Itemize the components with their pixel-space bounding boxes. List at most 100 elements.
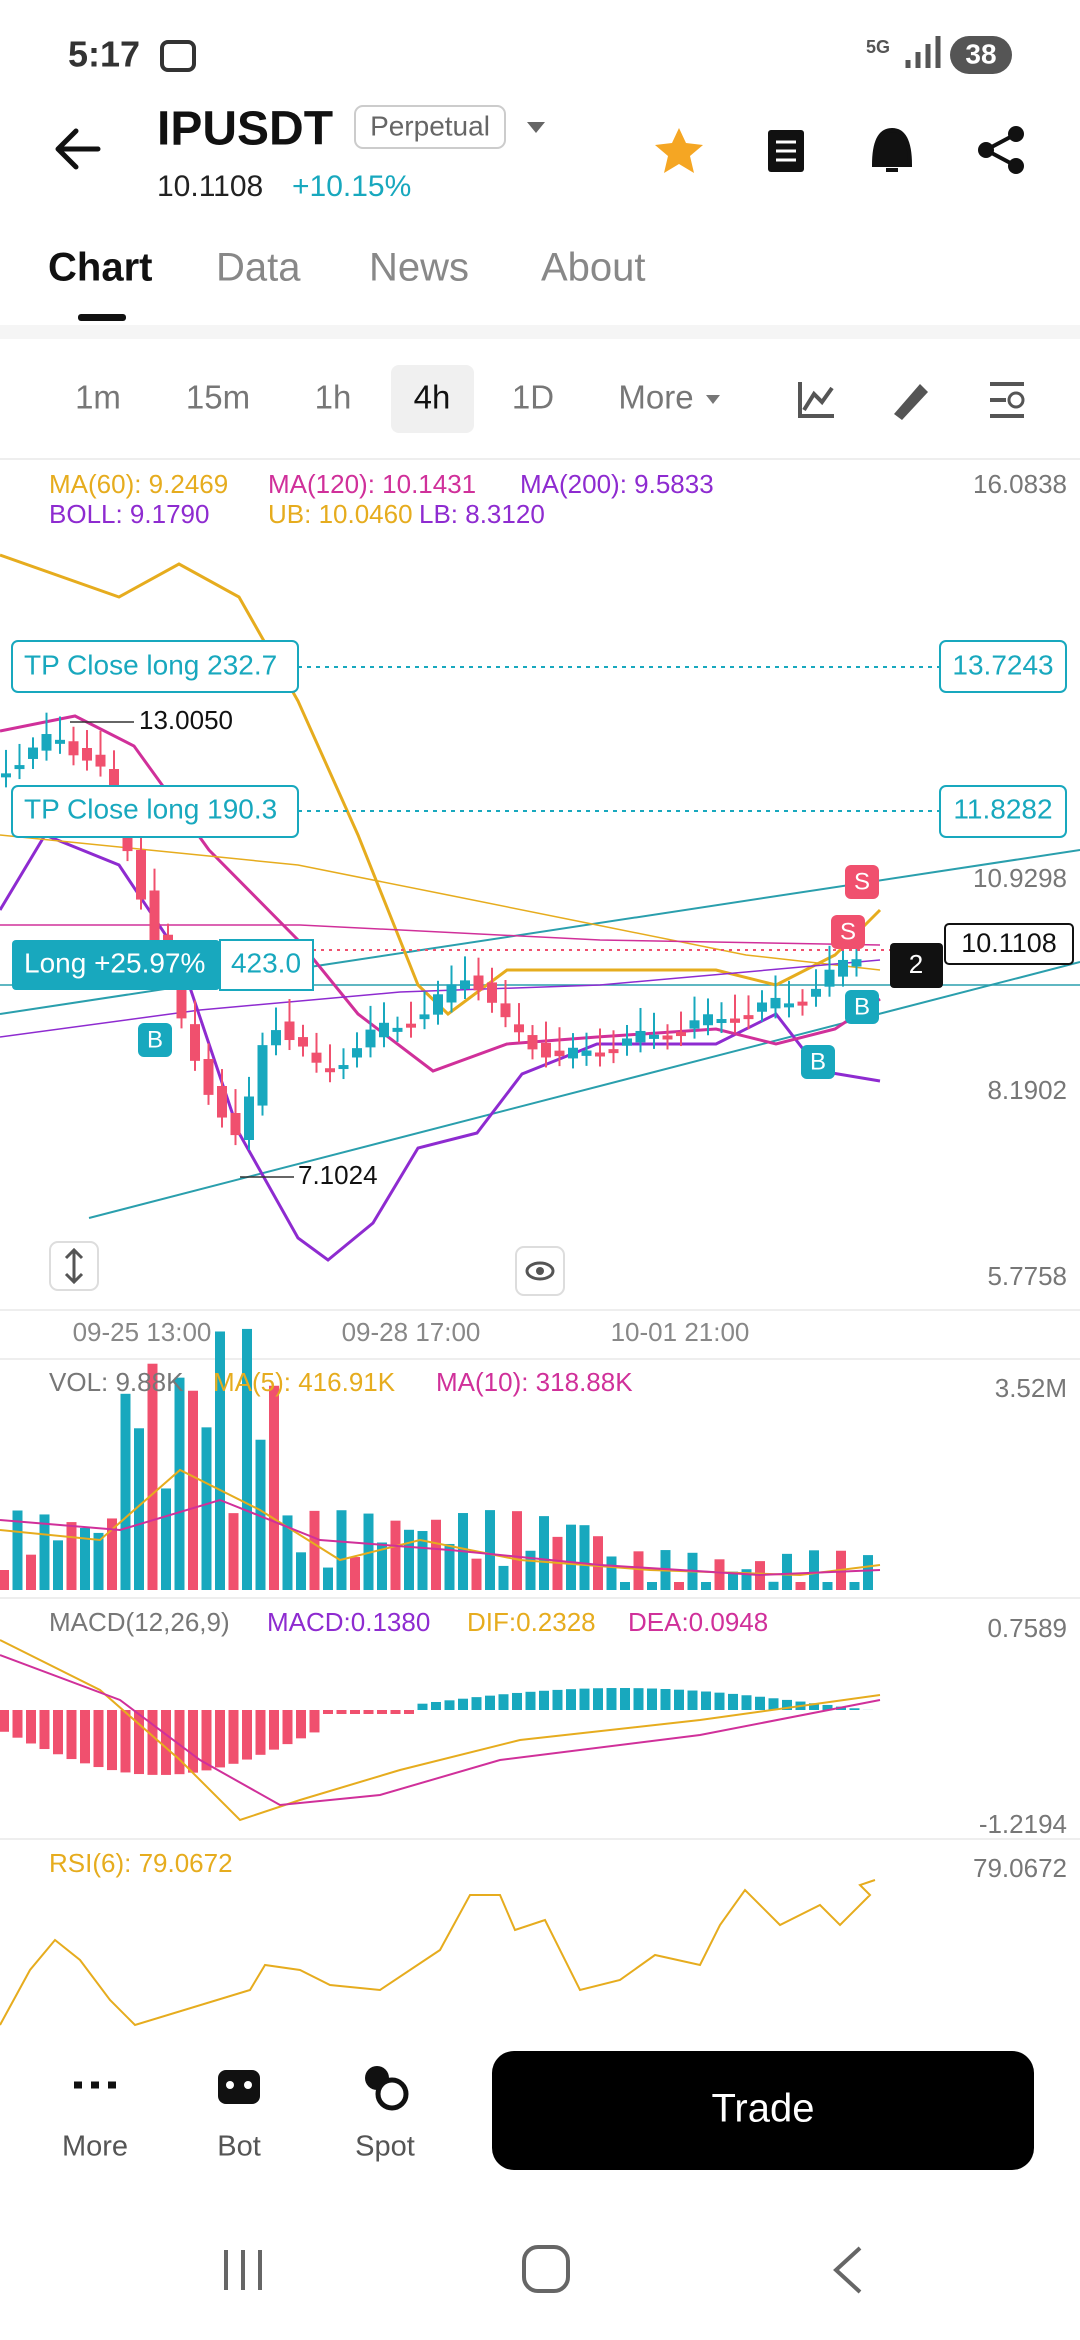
separator: [0, 1597, 1080, 1599]
draw-icon[interactable]: [894, 384, 928, 420]
separator: [0, 1838, 1080, 1840]
volume-bar: [377, 1542, 387, 1590]
tab[interactable]: About: [541, 246, 646, 290]
action-label[interactable]: More: [62, 2131, 128, 2163]
interval[interactable]: 15m: [186, 379, 250, 416]
macd-bar: [714, 1692, 725, 1710]
candle: [797, 1001, 808, 1006]
macd-bar: [147, 1710, 158, 1775]
macd-bar: [39, 1710, 50, 1750]
macd-bar: [471, 1697, 482, 1710]
macd-bar: [579, 1688, 590, 1710]
volume-bar: [566, 1524, 576, 1590]
contract-type: Perpetual: [370, 110, 490, 141]
candle: [392, 1027, 403, 1032]
vol-legend: MA(10): 318.88K: [436, 1367, 633, 1397]
macd-bar: [485, 1695, 495, 1710]
volume-bar: [147, 1363, 158, 1590]
macd-legend: MACD:0.1380: [267, 1607, 430, 1637]
favorite-star[interactable]: [655, 128, 703, 173]
macd-bar: [134, 1710, 144, 1775]
nav-back[interactable]: [833, 2246, 862, 2294]
price-chart: [0, 553, 1080, 1311]
macd-bar: [593, 1688, 603, 1710]
ma-legend: MA(60): 9.2469: [49, 469, 228, 499]
macd-bar: [525, 1691, 536, 1710]
volume-bar: [215, 1331, 225, 1590]
rsi-guide: [0, 1890, 1080, 2025]
battery-level: 38: [965, 38, 996, 69]
vol-axis-label: 3.52M: [995, 1373, 1067, 1403]
more-dropdown[interactable]: [706, 395, 720, 404]
macd-bar: [606, 1688, 617, 1710]
contract-dropdown[interactable]: [527, 122, 545, 133]
screenshot-icon: [160, 40, 196, 72]
action-label[interactable]: Spot: [355, 2131, 415, 2163]
volume-bar: [471, 1558, 482, 1590]
eye-pupil: [536, 1267, 544, 1275]
share-node: [1008, 158, 1024, 174]
candle: [662, 1035, 673, 1040]
ma200-line: [0, 959, 881, 1038]
contract-badge[interactable]: [354, 105, 506, 149]
action-label[interactable]: Bot: [217, 2131, 261, 2163]
rsi-line: [0, 1879, 876, 2027]
volume-bar: [255, 1439, 266, 1590]
volume-bar: [809, 1550, 819, 1590]
volume-bar: [269, 1385, 279, 1590]
signal-label: B: [810, 1048, 826, 1075]
volume-bar: [417, 1531, 428, 1590]
candle: [757, 1002, 767, 1012]
interval[interactable]: 1D: [512, 379, 554, 416]
macd-bar: [404, 1710, 414, 1714]
macd-bar: [350, 1710, 360, 1714]
separator: [0, 1358, 1080, 1360]
volume-bar: [201, 1427, 212, 1590]
tp-price: 13.7243: [952, 649, 1053, 680]
trade-button[interactable]: [492, 2051, 1034, 2170]
volume-bar: [863, 1555, 873, 1590]
tab[interactable]: News: [369, 246, 469, 290]
nav-home[interactable]: [522, 2245, 570, 2293]
candle: [68, 741, 79, 756]
volume-bar: [12, 1510, 23, 1590]
separator: [0, 458, 1080, 460]
interval[interactable]: 1h: [315, 379, 352, 416]
scale-icon: [64, 1247, 84, 1285]
interval[interactable]: 4h: [414, 379, 451, 416]
tp-order-box[interactable]: [11, 785, 299, 838]
tab[interactable]: Chart: [48, 246, 152, 290]
volume-bar: [282, 1515, 293, 1590]
volume-bar: [404, 1529, 414, 1590]
candle: [554, 1050, 565, 1057]
signals: SS B B B: [138, 865, 879, 1079]
back-button[interactable]: [55, 128, 101, 170]
settings-icon[interactable]: [990, 382, 1024, 418]
volume-bar: [120, 1393, 131, 1590]
volume-bar: [188, 1390, 198, 1590]
boll-legend: UB: 10.0460: [268, 499, 413, 529]
tab[interactable]: Data: [216, 246, 301, 290]
bot-icon[interactable]: [218, 2070, 260, 2104]
boll-mid: [0, 714, 881, 1073]
share-node: [1008, 126, 1024, 142]
interval[interactable]: More: [618, 379, 693, 416]
volume-bar: [579, 1525, 590, 1590]
nav-recents[interactable]: [224, 2250, 262, 2290]
alert-icon[interactable]: [871, 127, 913, 172]
macd-bar: [782, 1699, 792, 1710]
candle: [568, 1047, 578, 1059]
interval[interactable]: 1m: [75, 379, 121, 416]
position-box[interactable]: [12, 940, 220, 990]
macd-bar: [620, 1688, 630, 1710]
macd-bar: [323, 1710, 333, 1714]
volume-bar: [93, 1532, 104, 1590]
macd-bar: [26, 1710, 36, 1744]
macd-bar: [161, 1710, 171, 1775]
macd-bar: [228, 1710, 239, 1764]
time-axis-label: 09-28 17:00: [342, 1317, 481, 1347]
tp-order-box[interactable]: [11, 640, 299, 693]
indicator-icon[interactable]: [798, 382, 834, 418]
share-icon[interactable]: [978, 126, 1024, 174]
rsi-axis-label: 79.0672: [973, 1853, 1067, 1883]
